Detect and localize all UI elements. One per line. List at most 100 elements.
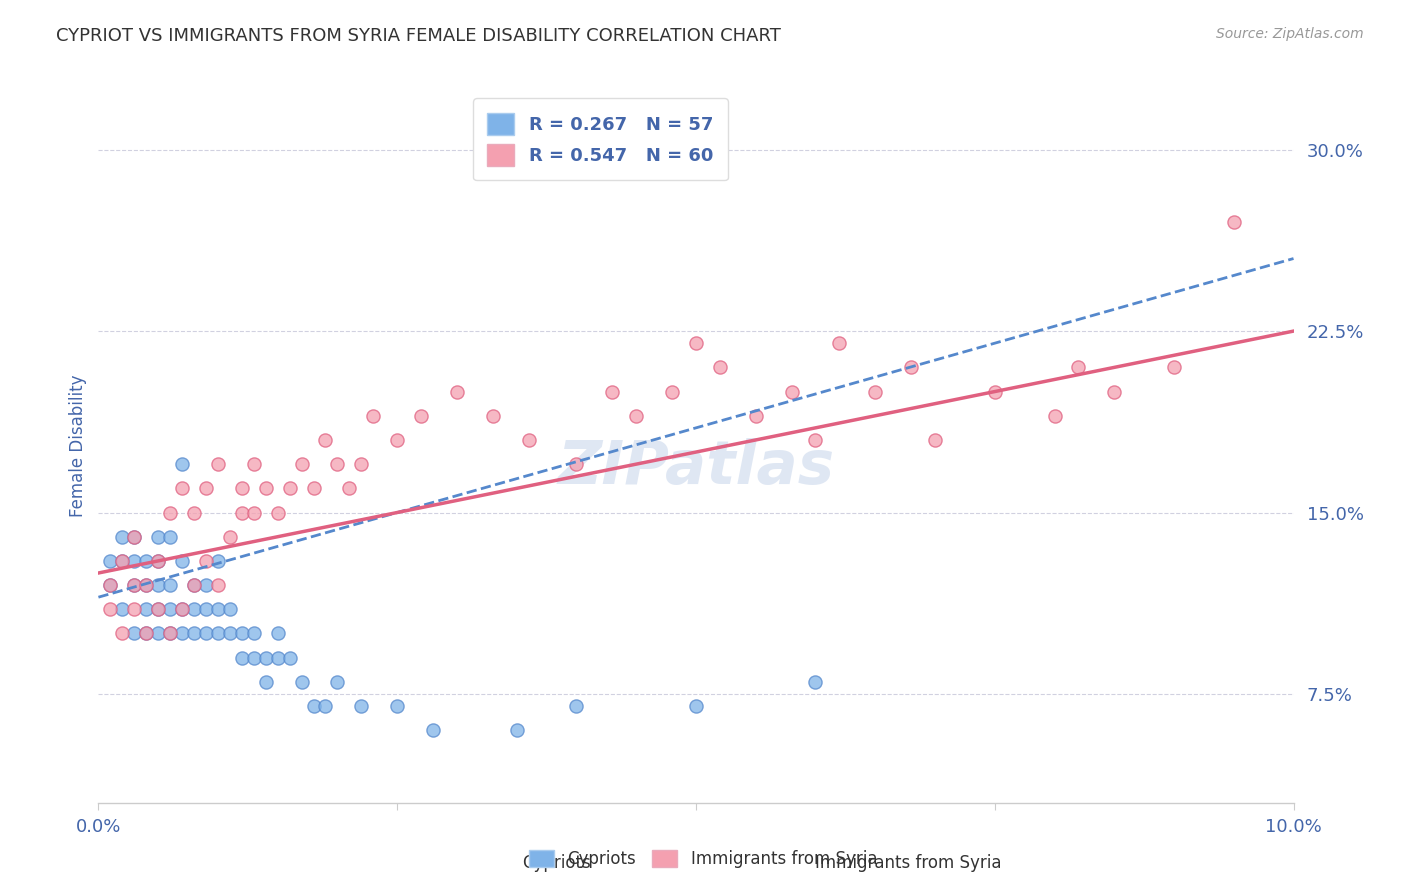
Point: [219, 602, 242, 616]
Point: [780, 384, 803, 399]
Point: [900, 360, 922, 375]
Point: [98, 602, 122, 616]
Point: [195, 578, 218, 592]
Point: [207, 626, 229, 640]
Point: [517, 433, 540, 447]
Point: [148, 626, 170, 640]
Point: [565, 699, 588, 714]
Point: [207, 554, 229, 568]
Point: [219, 530, 242, 544]
Point: [135, 626, 157, 640]
Point: [602, 384, 624, 399]
Point: [685, 699, 707, 714]
Point: [339, 481, 361, 495]
Point: [315, 433, 337, 447]
Point: [302, 699, 325, 714]
Point: [124, 578, 146, 592]
Point: [745, 409, 768, 423]
Point: [267, 506, 290, 520]
Point: [254, 650, 277, 665]
Point: [565, 457, 588, 471]
Point: [183, 578, 205, 592]
Y-axis label: Female Disability: Female Disability: [69, 375, 87, 517]
Point: [804, 433, 827, 447]
Point: [267, 650, 290, 665]
Point: [98, 578, 122, 592]
Point: [482, 409, 505, 423]
Point: [219, 626, 242, 640]
Point: [924, 433, 946, 447]
Point: [243, 626, 266, 640]
Point: [172, 481, 194, 495]
Point: [709, 360, 731, 375]
Point: [350, 457, 373, 471]
Point: [291, 457, 314, 471]
Point: [207, 602, 229, 616]
Point: [385, 433, 409, 447]
Point: [207, 578, 229, 592]
Point: [172, 457, 194, 471]
Point: [124, 530, 146, 544]
Point: [302, 481, 325, 495]
Point: [195, 554, 218, 568]
Point: [124, 554, 146, 568]
Point: [172, 602, 194, 616]
Point: [111, 530, 134, 544]
Text: ZIPatlas: ZIPatlas: [557, 438, 835, 497]
Point: [278, 650, 301, 665]
Point: [267, 626, 290, 640]
Point: [385, 699, 409, 714]
Point: [661, 384, 683, 399]
Point: [148, 554, 170, 568]
Text: CYPRIOT VS IMMIGRANTS FROM SYRIA FEMALE DISABILITY CORRELATION CHART: CYPRIOT VS IMMIGRANTS FROM SYRIA FEMALE …: [56, 27, 782, 45]
Point: [111, 602, 134, 616]
Point: [291, 674, 314, 689]
Point: [243, 457, 266, 471]
Point: [172, 626, 194, 640]
Point: [159, 578, 181, 592]
Point: [446, 384, 468, 399]
Point: [984, 384, 1007, 399]
Point: [148, 602, 170, 616]
Point: [124, 602, 146, 616]
Point: [183, 578, 205, 592]
Point: [111, 554, 134, 568]
Point: [172, 554, 194, 568]
Point: [183, 506, 205, 520]
Point: [111, 554, 134, 568]
Point: [1104, 384, 1126, 399]
Point: [804, 674, 827, 689]
Point: [828, 336, 851, 351]
Legend: R = 0.267   N = 57, R = 0.547   N = 60: R = 0.267 N = 57, R = 0.547 N = 60: [472, 98, 728, 180]
Point: [135, 578, 157, 592]
Point: [148, 530, 170, 544]
Text: Cypriots: Cypriots: [522, 855, 591, 872]
Point: [231, 506, 253, 520]
Point: [506, 723, 529, 738]
Point: [1163, 360, 1185, 375]
Point: [148, 554, 170, 568]
Point: [1043, 409, 1066, 423]
Point: [148, 578, 170, 592]
Point: [135, 554, 157, 568]
Legend: Cypriots, Immigrants from Syria: Cypriots, Immigrants from Syria: [522, 843, 884, 875]
Point: [159, 626, 181, 640]
Point: [231, 626, 253, 640]
Point: [124, 578, 146, 592]
Point: [243, 506, 266, 520]
Point: [159, 506, 181, 520]
Text: Immigrants from Syria: Immigrants from Syria: [815, 855, 1002, 872]
Point: [195, 626, 218, 640]
Point: [124, 626, 146, 640]
Point: [111, 626, 134, 640]
Point: [685, 336, 707, 351]
Point: [183, 626, 205, 640]
Point: [865, 384, 887, 399]
Point: [411, 409, 433, 423]
Point: [135, 602, 157, 616]
Point: [422, 723, 444, 738]
Point: [326, 457, 349, 471]
Point: [363, 409, 385, 423]
Point: [159, 530, 181, 544]
Point: [159, 626, 181, 640]
